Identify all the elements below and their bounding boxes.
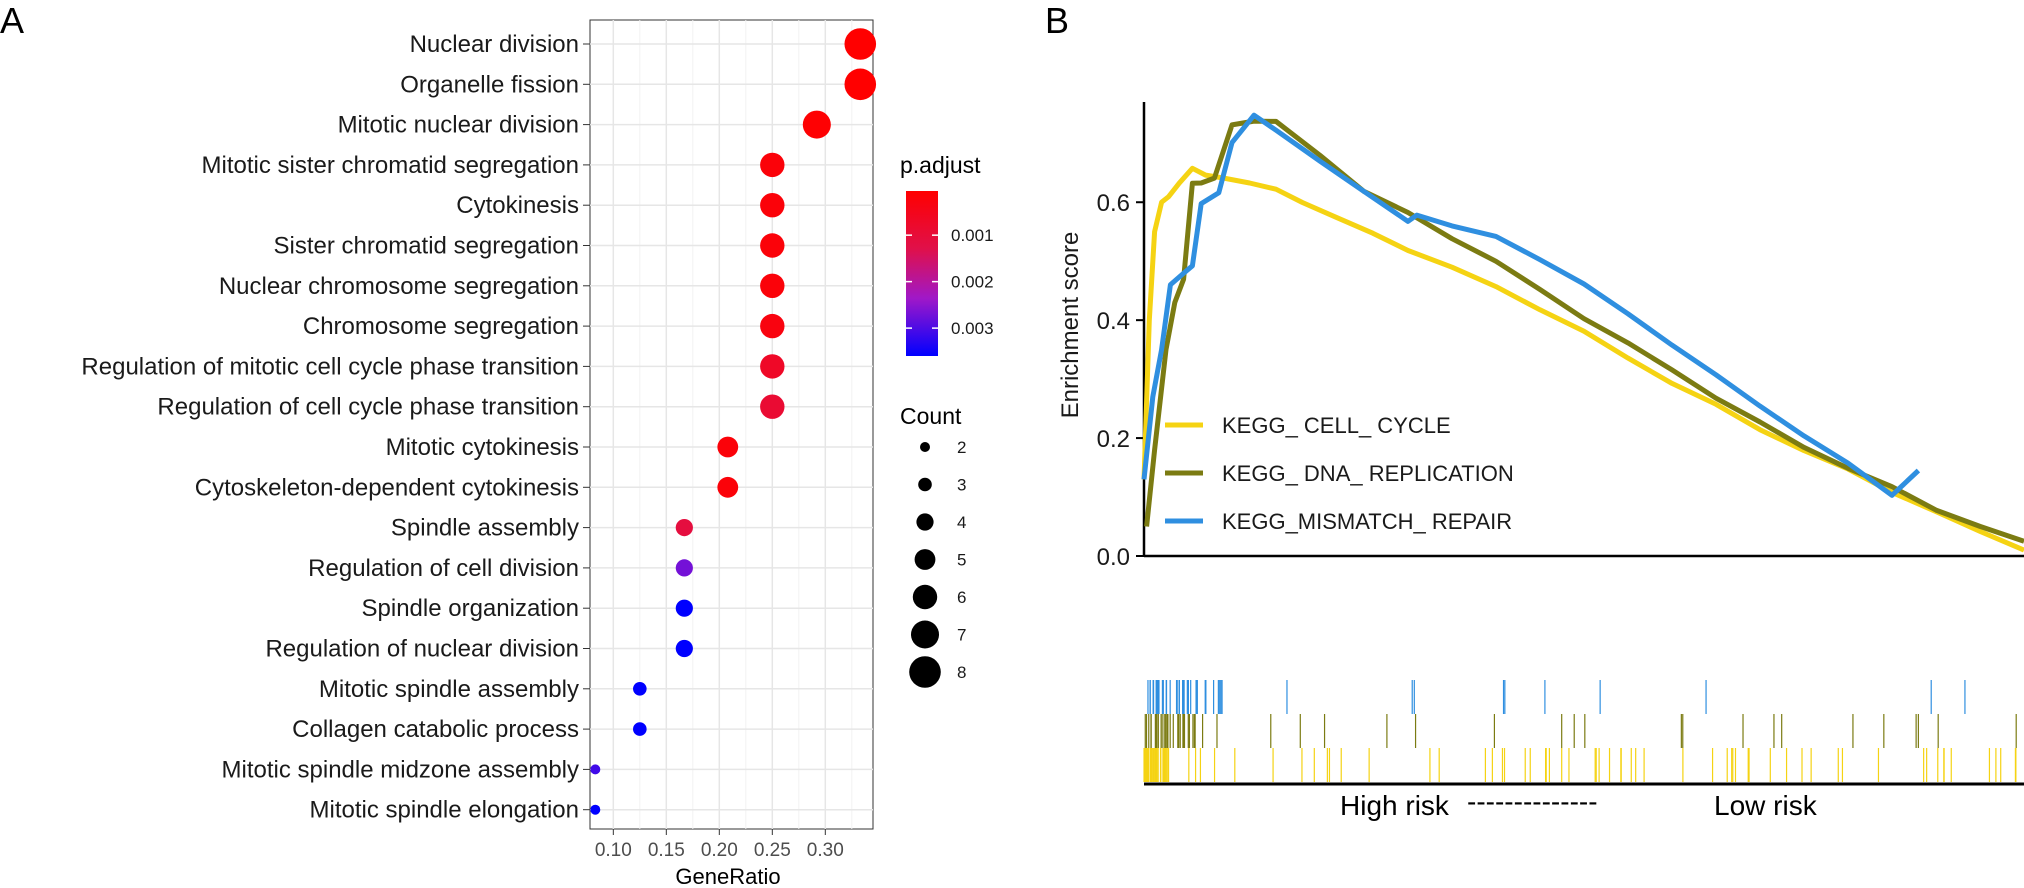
dot-point [590, 804, 601, 815]
dot-point [760, 152, 785, 178]
category-label: Regulation of cell cycle phase transitio… [157, 394, 579, 421]
size-legend-label: 7 [957, 626, 966, 645]
x-tick-label: 0.30 [807, 840, 844, 861]
dot-point [717, 436, 739, 458]
dot-point [675, 639, 693, 658]
dotplot-points [590, 28, 877, 815]
category-label: Regulation of mitotic cell cycle phase t… [81, 353, 579, 380]
size-legend-label: 2 [957, 438, 966, 457]
gsea-y-tick-label: 0.0 [1097, 544, 1130, 571]
low-risk-label: Low risk [1714, 790, 1818, 821]
category-label: Mitotic sister chromatid segregation [202, 152, 579, 179]
gsea-y-axis-title: Enrichment score [1057, 232, 1084, 419]
size-legend-label: 8 [957, 663, 966, 682]
category-label: Nuclear chromosome segregation [219, 273, 579, 300]
dotplot-x-ticks: 0.10 0.15 0.20 0.25 0.30 [595, 829, 844, 861]
panel-b-label: B [1045, 0, 1069, 41]
category-label: Mitotic spindle assembly [319, 676, 579, 703]
size-legend-dot [920, 442, 930, 452]
gsea-y-ticks: 0.0 0.2 0.4 0.6 [1097, 190, 1144, 571]
dotplot-category-labels: Nuclear division Organelle fission Mitotic… [81, 31, 579, 824]
dotplot-plot-area [589, 19, 874, 830]
dot-point [633, 722, 647, 736]
size-legend-dot [912, 584, 938, 610]
dotplot-x-axis-title: GeneRatio [675, 864, 780, 888]
gsea-legend-label: KEGG_ DNA_ REPLICATION [1222, 461, 1514, 486]
gsea-legend-label: KEGG_ CELL_ CYCLE [1222, 413, 1451, 438]
gsea-y-tick-label: 0.4 [1097, 308, 1130, 335]
size-legend-label: 4 [957, 513, 966, 532]
category-label: Nuclear division [410, 31, 579, 58]
dot-point [633, 682, 647, 696]
size-legend-label: 5 [957, 551, 966, 570]
category-label: Chromosome segregation [303, 313, 579, 340]
gsea-series-lines [1141, 112, 2024, 553]
gsea-legend-label: KEGG_MISMATCH_ REPAIR [1222, 509, 1512, 534]
size-legend-dot [916, 513, 934, 531]
gsea-panel: 0.0 0.2 0.4 0.6 Enrichment score KEGG_ CELL… [1057, 102, 2024, 821]
size-legend-label: 6 [957, 588, 966, 607]
dot-point [844, 28, 877, 60]
gsea-hit-barcode [1143, 680, 2017, 782]
category-label: Cytokinesis [456, 192, 579, 219]
gsea-legend: KEGG_ CELL_ CYCLE KEGG_ DNA_ REPLICATION K… [1165, 413, 1514, 534]
size-legend-label: 3 [957, 476, 966, 495]
x-tick-label: 0.25 [754, 840, 791, 861]
category-label: Mitotic spindle midzone assembly [222, 756, 579, 783]
dotplot-gridlines [590, 20, 873, 829]
colorbar-tick-label: 0.003 [951, 319, 994, 338]
x-tick-label: 0.15 [648, 840, 685, 861]
dot-point [760, 354, 785, 379]
count-legend-title: Count [900, 403, 962, 429]
count-legend: Count 2 3 4 5 6 7 8 [900, 403, 966, 688]
category-label: Organelle fission [400, 71, 579, 98]
dot-point [675, 599, 693, 617]
gsea-y-tick-label: 0.2 [1097, 426, 1130, 453]
size-legend-dot [909, 656, 941, 688]
dot-point [760, 394, 785, 419]
category-label: Cytoskeleton-dependent cytokinesis [195, 474, 579, 501]
category-label: Sister chromatid segregation [274, 233, 579, 260]
dot-point [675, 559, 693, 577]
category-label: Collagen catabolic process [292, 716, 579, 743]
colorbar-tick-label: 0.001 [951, 226, 994, 245]
category-label: Spindle assembly [391, 515, 579, 542]
category-label: Mitotic spindle elongation [310, 797, 580, 824]
colorbar-tick-label: 0.002 [951, 273, 994, 292]
risk-separator: -------------- [1467, 786, 1598, 817]
dot-point [760, 273, 785, 298]
dotplot-panel: Nuclear division Organelle fission Mitotic… [81, 19, 994, 888]
dot-point [717, 476, 739, 498]
dot-point [760, 313, 785, 339]
x-tick-label: 0.20 [701, 840, 738, 861]
category-label: Mitotic cytokinesis [386, 434, 579, 461]
size-legend-dot [918, 477, 932, 492]
dot-point [844, 68, 877, 101]
padjust-colorbar [906, 191, 938, 356]
gsea-y-tick-label: 0.6 [1097, 190, 1130, 217]
dot-point [802, 110, 831, 139]
dot-point [760, 233, 785, 258]
padjust-legend-title: p.adjust [900, 152, 981, 178]
dotplot-category-ticks [583, 43, 590, 811]
size-legend-dot [914, 549, 936, 570]
category-label: Regulation of nuclear division [265, 636, 579, 663]
category-label: Regulation of cell division [308, 555, 579, 582]
dot-point [760, 193, 785, 218]
high-risk-label: High risk [1340, 790, 1450, 821]
gsea-series-line [1144, 118, 2024, 544]
panel-a-label: A [0, 0, 24, 41]
x-tick-label: 0.10 [595, 840, 632, 861]
padjust-legend: p.adjust 0.001 0.002 0.003 [900, 152, 994, 356]
size-legend-dot [911, 620, 939, 649]
category-label: Spindle organization [362, 595, 580, 622]
dot-point [675, 519, 693, 537]
gsea-series-line [1141, 112, 1921, 498]
category-label: Mitotic nuclear division [338, 112, 579, 139]
dot-point [590, 764, 601, 775]
